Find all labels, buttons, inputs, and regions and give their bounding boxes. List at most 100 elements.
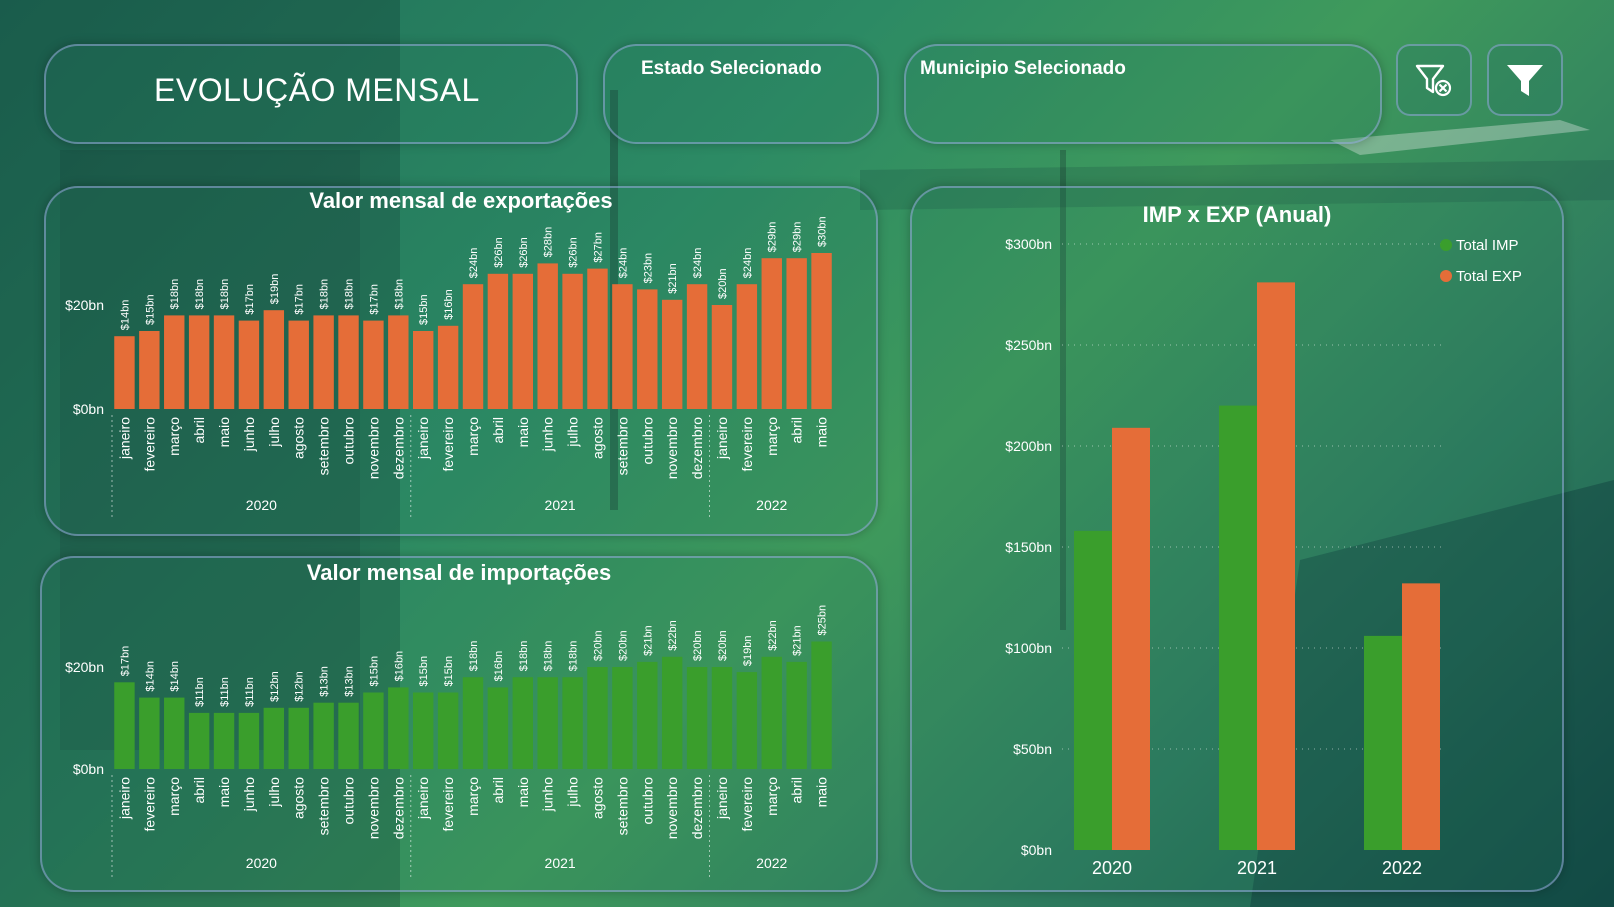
data-label: $24bn xyxy=(468,248,480,279)
x-tick-label: abril xyxy=(191,417,207,443)
x-tick-label: julho xyxy=(266,417,282,448)
x-tick-label: janeiro xyxy=(415,777,431,820)
bar xyxy=(238,712,260,769)
x-tick-label: 2020 xyxy=(1092,858,1132,878)
data-label: $18bn xyxy=(194,279,206,310)
clear-filters-button[interactable] xyxy=(1396,44,1472,116)
data-label: $21bn xyxy=(667,263,679,294)
data-label: $28bn xyxy=(543,227,555,258)
estado-slicer-label: Estado Selecionado xyxy=(641,58,822,79)
x-tick-label: junho xyxy=(540,777,556,812)
bar xyxy=(288,320,309,409)
bar xyxy=(313,315,334,409)
annual-chart-card: IMP x EXP (Anual) $0bn $50bn $100bn $150bn $… xyxy=(910,186,1564,892)
bar xyxy=(462,284,484,409)
x-tick-label: junho xyxy=(540,417,556,452)
x-tick-label: maio xyxy=(814,777,830,808)
bar xyxy=(188,315,210,409)
year-label: 2020 xyxy=(246,855,277,871)
municipio-slicer[interactable]: Municipio Selecionado xyxy=(904,44,1382,144)
x-tick-label: junho xyxy=(241,417,257,452)
x-tick-label: fevereiro xyxy=(739,777,755,832)
bar xyxy=(637,661,658,769)
x-tick-label: fevereiro xyxy=(141,417,157,472)
x-tick-label: setembro xyxy=(614,417,630,476)
data-label: $23bn xyxy=(642,253,654,284)
bar xyxy=(487,687,509,769)
import-chart-title: Valor mensal de importações xyxy=(306,560,612,585)
x-tick-label: janeiro xyxy=(116,417,132,460)
annual-chart-title: IMP x EXP (Anual) xyxy=(1142,202,1332,227)
export-chart-title: Valor mensal de exportações xyxy=(309,188,613,213)
x-tick-label: janeiro xyxy=(415,417,431,460)
x-tick-label: maio xyxy=(814,417,830,448)
bar xyxy=(388,687,409,769)
x-tick-label: setembro xyxy=(614,777,630,836)
x-tick-label: agosto xyxy=(589,417,605,459)
x-tick-label: agosto xyxy=(291,417,307,459)
filter-clear-icon xyxy=(1415,64,1452,97)
x-tick-label: abril xyxy=(191,777,207,803)
data-label: $15bn xyxy=(144,294,156,325)
bar xyxy=(587,268,608,409)
data-label: $19bn xyxy=(742,636,754,667)
bar xyxy=(437,325,459,409)
y-tick-label: $250bn xyxy=(1005,337,1052,353)
year-label: 2022 xyxy=(756,855,787,871)
import-monthly-chart: $20bn $0bn $17bn janeiro $14bn fevereiro $14bn… xyxy=(65,605,832,878)
x-tick-label: dezembro xyxy=(689,417,705,479)
bar xyxy=(363,692,384,769)
bar xyxy=(537,677,558,769)
bar-total-imp xyxy=(1219,405,1257,850)
bar xyxy=(562,273,583,409)
filter-panel-button[interactable] xyxy=(1487,44,1563,116)
bar xyxy=(114,682,135,769)
x-tick-label: setembro xyxy=(316,777,332,836)
x-tick-label: junho xyxy=(241,777,257,812)
data-label: $20bn xyxy=(717,268,729,299)
data-label: $21bn xyxy=(792,625,804,656)
data-label: $17bn xyxy=(294,284,306,315)
bar xyxy=(736,672,758,769)
x-tick-label: março xyxy=(166,777,182,816)
bar xyxy=(412,331,434,409)
x-tick-label: outubro xyxy=(341,777,357,825)
bar xyxy=(487,273,509,409)
data-label: $17bn xyxy=(244,284,256,315)
y-tick-label: $200bn xyxy=(1005,438,1052,454)
x-tick-label: fevereiro xyxy=(440,777,456,832)
x-tick-label: março xyxy=(764,777,780,816)
bar xyxy=(288,707,309,769)
estado-slicer[interactable]: Estado Selecionado xyxy=(603,44,879,144)
bar xyxy=(661,299,683,409)
bar xyxy=(213,315,235,409)
data-label: $15bn xyxy=(418,294,430,325)
bar xyxy=(263,707,285,769)
bar xyxy=(512,677,534,769)
bar xyxy=(188,712,210,769)
data-label: $22bn xyxy=(767,620,779,651)
y-tick-label: $300bn xyxy=(1005,236,1052,252)
bar xyxy=(313,702,334,769)
legend-label: Total EXP xyxy=(1456,268,1522,285)
data-label: $30bn xyxy=(817,216,829,247)
x-tick-label: abril xyxy=(789,417,805,443)
data-label: $20bn xyxy=(617,630,629,661)
bar xyxy=(761,258,782,409)
import-monthly-card: Valor mensal de importações $20bn $0bn $17… xyxy=(40,556,878,892)
data-label: $11bn xyxy=(244,677,256,707)
bar xyxy=(786,661,807,769)
y-tick-label: $20bn xyxy=(65,297,104,313)
data-label: $16bn xyxy=(443,289,455,320)
x-tick-label: março xyxy=(465,417,481,456)
x-tick-label: fevereiro xyxy=(739,417,755,472)
data-label: $18bn xyxy=(393,279,405,310)
data-label: $18bn xyxy=(169,279,181,310)
y-tick-label: $150bn xyxy=(1005,539,1052,555)
annual-chart: $0bn $50bn $100bn $150bn $200bn $250bn $300bn 2… xyxy=(1005,236,1522,878)
data-label: $21bn xyxy=(642,625,654,656)
bar xyxy=(761,656,782,769)
x-tick-label: novembro xyxy=(664,417,680,479)
bar xyxy=(537,263,558,409)
y-tick-label: $20bn xyxy=(65,659,104,675)
